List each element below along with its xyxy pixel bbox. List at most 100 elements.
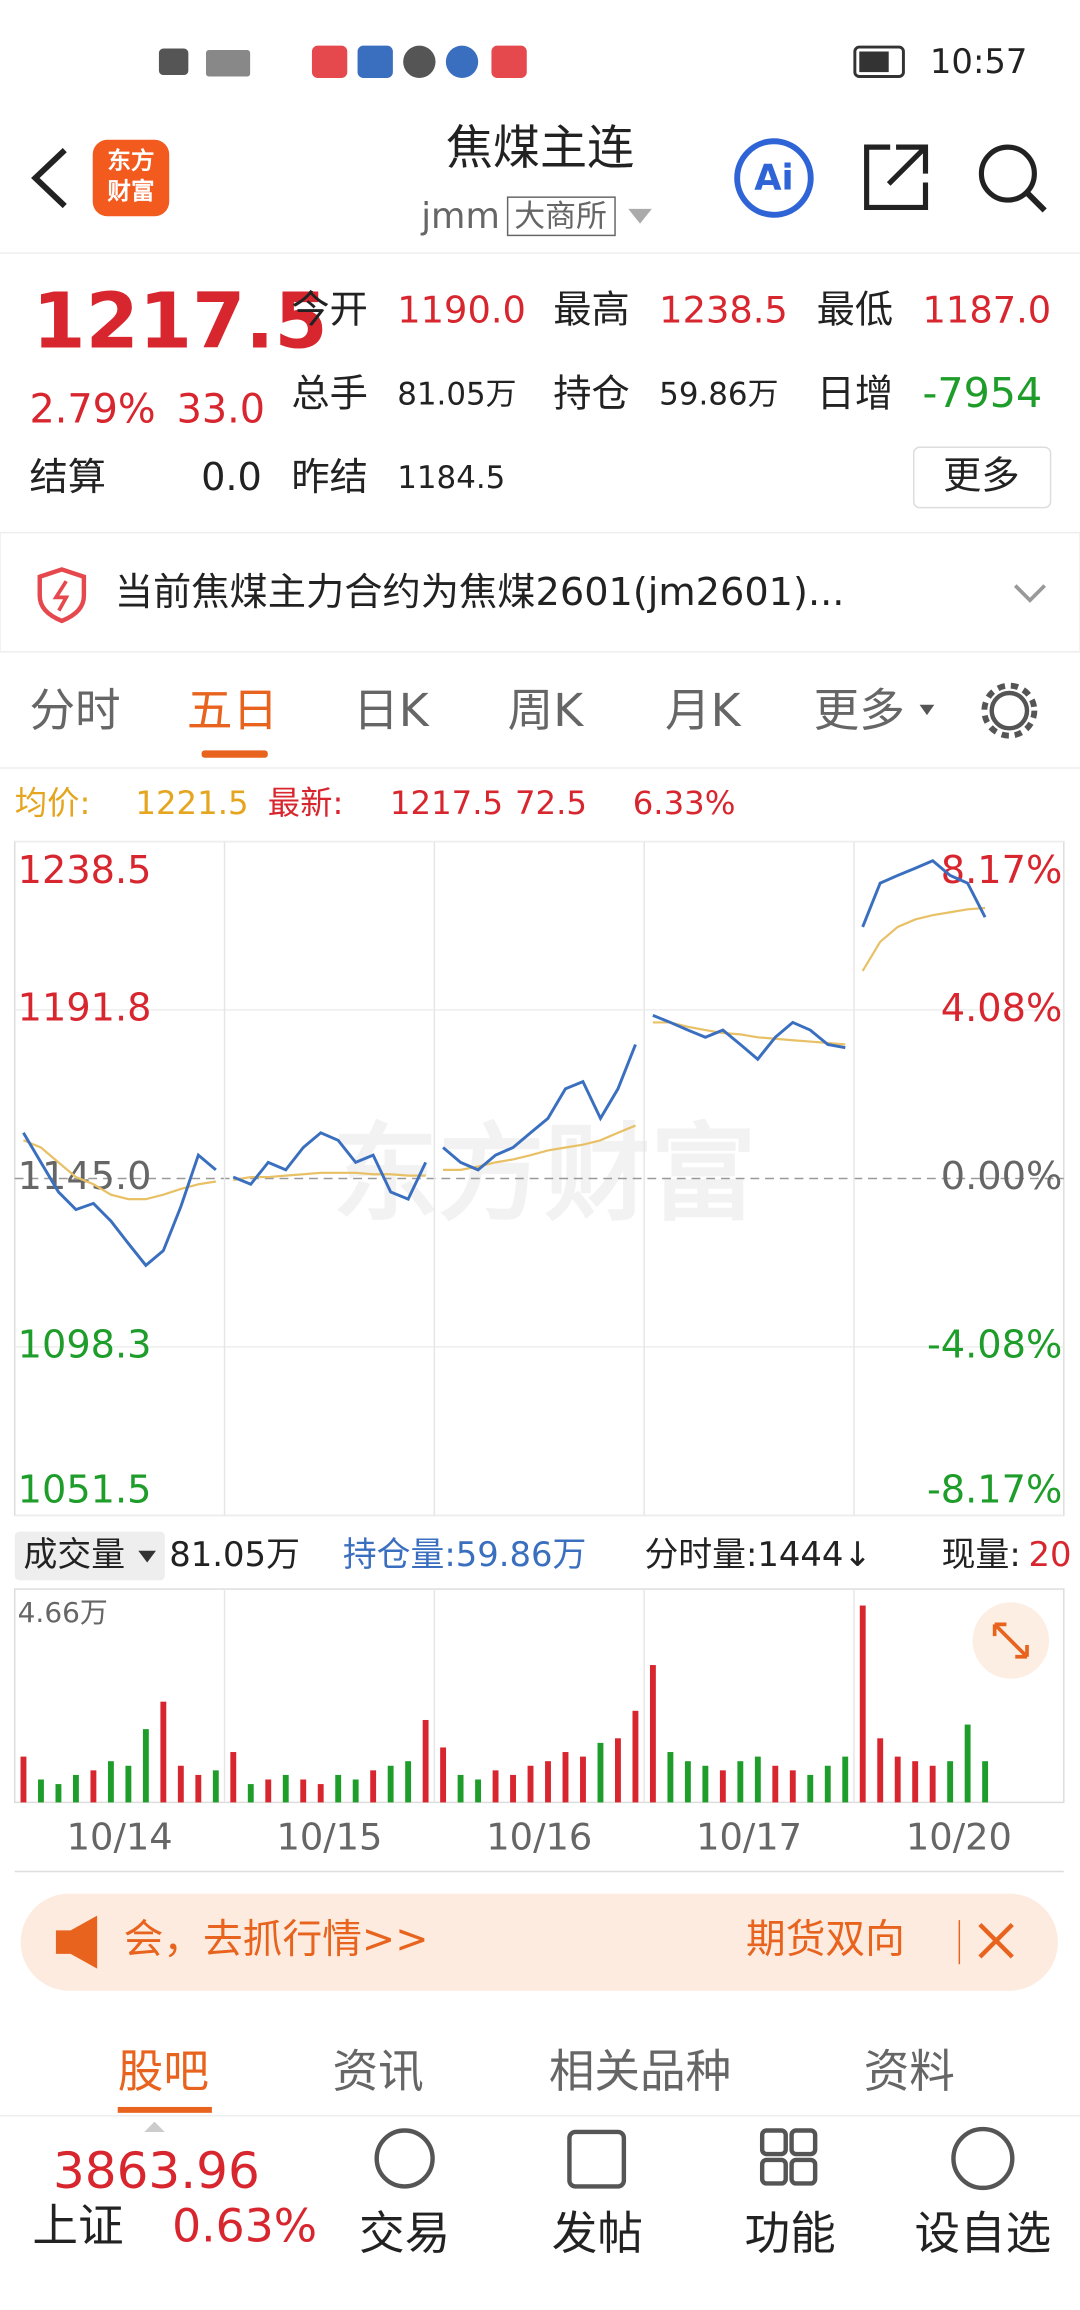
- volume-bar: [265, 1779, 272, 1803]
- field-label: 最低: [817, 287, 894, 332]
- index-name: 上证: [32, 2200, 123, 2253]
- volume-frame: [13, 1588, 1065, 1804]
- price-line: [861, 859, 987, 928]
- avg-line: [22, 1139, 217, 1201]
- share[interactable]: [864, 144, 929, 211]
- volume-bar: [754, 1756, 761, 1803]
- bolt: [52, 580, 70, 612]
- volume-bar: [964, 1724, 971, 1803]
- expand[interactable]: [1013, 584, 1046, 603]
- volume-bar: [632, 1710, 639, 1803]
- latest: 1217.5: [390, 784, 503, 822]
- current-label: 现量:: [942, 1535, 1021, 1574]
- nav-item[interactable]: 功能: [745, 2207, 836, 2260]
- logo-text: 东方: [107, 146, 154, 174]
- price-line: [232, 1131, 428, 1202]
- field-label: 今开: [291, 287, 367, 332]
- volume: 81.05万: [169, 1535, 300, 1574]
- y2-tick-label: 4.08%: [941, 986, 1063, 1031]
- volume-bar: [545, 1761, 551, 1803]
- sub-tab[interactable]: 资料: [864, 2045, 955, 2098]
- volume-bar: [894, 1756, 901, 1803]
- x-tick-label: 10/15: [276, 1816, 382, 1859]
- search: [1024, 190, 1047, 213]
- volume-bar: [475, 1779, 482, 1803]
- y2-tick-label: 8.17%: [941, 848, 1063, 893]
- y2-tick-label: -8.17%: [927, 1467, 1062, 1512]
- tab[interactable]: 日K: [353, 684, 430, 737]
- volume-bar: [247, 1784, 254, 1803]
- index-pct: 0.63%: [172, 2200, 317, 2253]
- price: 1217.5: [32, 278, 327, 367]
- logo-text: 财富: [107, 177, 154, 205]
- close[interactable]: [978, 1922, 1014, 1959]
- sub-tab[interactable]: 资讯: [333, 2045, 424, 2098]
- volume-bar: [684, 1761, 691, 1803]
- volume-bar: [282, 1774, 289, 1803]
- battery: [853, 45, 905, 78]
- field-value: 1184.5: [397, 460, 505, 496]
- sub-tab[interactable]: 相关品种: [549, 2045, 731, 2098]
- tab[interactable]: 五日: [187, 684, 278, 737]
- avg-line: [652, 1021, 846, 1046]
- avg: 1221.5: [135, 784, 248, 822]
- notice-bar[interactable]: [0, 531, 1080, 653]
- field-value: 59.86万: [659, 376, 778, 412]
- tab-underline: [201, 750, 268, 758]
- volume-bar: [90, 1770, 97, 1803]
- settings: [981, 682, 1038, 739]
- nav-item[interactable]: 设自选: [914, 2207, 1051, 2260]
- settings[interactable]: [989, 690, 1030, 731]
- sub-tab[interactable]: 股吧: [118, 2045, 209, 2098]
- volume-bar: [125, 1765, 132, 1803]
- back[interactable]: [31, 147, 67, 209]
- banner-right: 期货双向: [746, 1917, 905, 1963]
- caret: [144, 2121, 165, 2132]
- dropdown[interactable]: [628, 208, 652, 224]
- volume-bar: [789, 1770, 796, 1803]
- nav-icons: [374, 2126, 1015, 2191]
- y-tick-label: 1145.0: [18, 1154, 152, 1199]
- volume-bar: [38, 1779, 44, 1803]
- volume-bar: [929, 1765, 936, 1803]
- avg-line: [233, 1171, 426, 1182]
- nav-item[interactable]: 交易: [359, 2207, 450, 2260]
- nav-item[interactable]: 发帖: [552, 2207, 643, 2260]
- volume-bar: [212, 1770, 219, 1803]
- megaphone: [55, 1915, 98, 1969]
- exchange: 大商所: [514, 198, 607, 234]
- change: 33.0: [177, 386, 265, 432]
- banner-text: 会，去抓行情>>: [124, 1917, 429, 1963]
- volume-bar: [160, 1701, 167, 1803]
- dropdown: [919, 704, 935, 716]
- open-interest: 持仓量:59.86万: [343, 1535, 587, 1574]
- field-value: 0.0: [201, 455, 262, 500]
- tab[interactable]: 周K: [508, 684, 585, 737]
- volume-bar: [195, 1774, 202, 1803]
- price-line: [442, 1043, 637, 1172]
- volume-bar: [667, 1752, 674, 1803]
- search[interactable]: [978, 144, 1037, 203]
- volume-bar: [842, 1756, 849, 1803]
- field-value: 81.05万: [397, 376, 516, 412]
- volume-bar: [352, 1779, 359, 1803]
- pct: 2.79%: [29, 386, 155, 432]
- avg-label: 均价:: [15, 784, 91, 822]
- tab[interactable]: 月K: [665, 684, 742, 737]
- volume-bar: [457, 1774, 464, 1803]
- volume-bar: [947, 1761, 954, 1803]
- tab[interactable]: 分时: [29, 684, 120, 737]
- volume-bar: [772, 1765, 779, 1803]
- more-button[interactable]: [912, 446, 1052, 509]
- banner[interactable]: [20, 1893, 1058, 1991]
- tab[interactable]: 更多: [814, 684, 905, 737]
- latest-change: 72.5: [515, 784, 587, 822]
- volume-selector[interactable]: [14, 1531, 165, 1581]
- volume-bar: [510, 1774, 516, 1803]
- fullscreen-icon: [992, 1622, 1029, 1659]
- y-tick-label: 1191.8: [18, 985, 152, 1030]
- exchange-box: [506, 196, 616, 237]
- ai-button[interactable]: [734, 138, 814, 218]
- volume-bar: [824, 1765, 831, 1803]
